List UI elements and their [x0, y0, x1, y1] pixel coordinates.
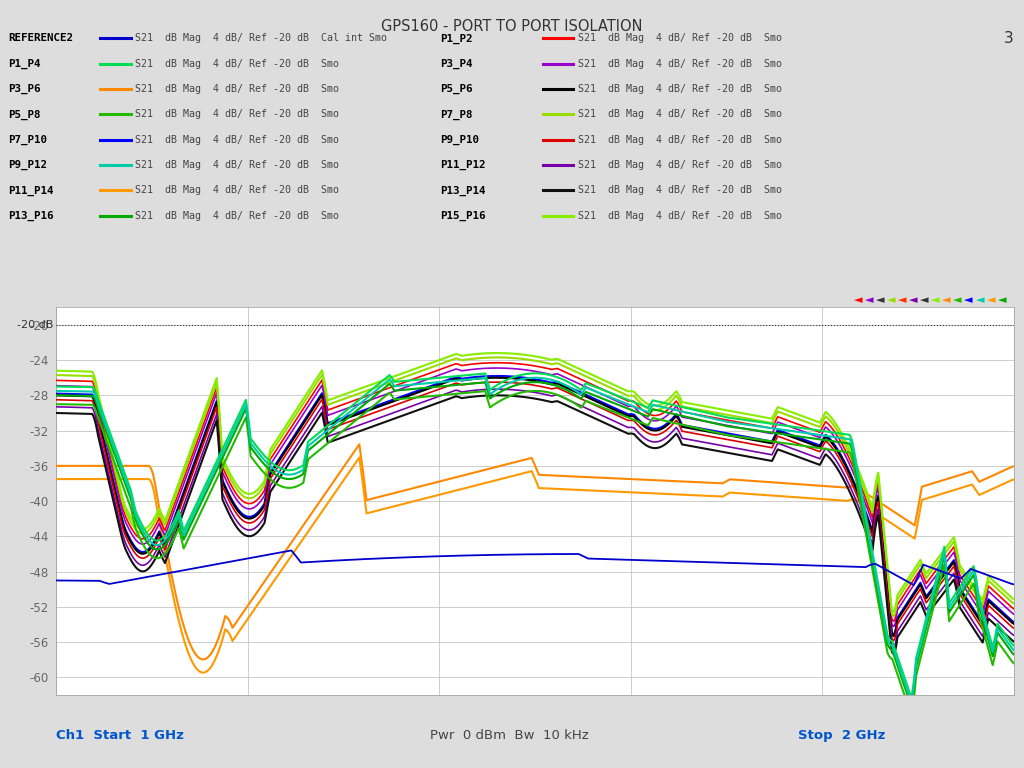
Text: S21  dB Mag  4 dB/ Ref -20 dB  Smo: S21 dB Mag 4 dB/ Ref -20 dB Smo [135, 160, 339, 170]
Text: REFERENCE2: REFERENCE2 [8, 33, 73, 44]
Text: S21  dB Mag  4 dB/ Ref -20 dB  Smo: S21 dB Mag 4 dB/ Ref -20 dB Smo [135, 84, 339, 94]
Text: S21  dB Mag  4 dB/ Ref -20 dB  Smo: S21 dB Mag 4 dB/ Ref -20 dB Smo [135, 109, 339, 120]
Text: ◄: ◄ [921, 295, 929, 305]
Text: P3_P4: P3_P4 [440, 58, 473, 69]
Text: S21  dB Mag  4 dB/ Ref -20 dB  Smo: S21 dB Mag 4 dB/ Ref -20 dB Smo [578, 33, 781, 44]
Text: S21  dB Mag  4 dB/ Ref -20 dB  Smo: S21 dB Mag 4 dB/ Ref -20 dB Smo [578, 210, 781, 221]
Text: ◄: ◄ [942, 295, 951, 305]
Text: Pwr  0 dBm  Bw  10 kHz: Pwr 0 dBm Bw 10 kHz [430, 729, 589, 742]
Text: S21  dB Mag  4 dB/ Ref -20 dB  Smo: S21 dB Mag 4 dB/ Ref -20 dB Smo [135, 185, 339, 196]
Text: P1_P2: P1_P2 [440, 33, 473, 44]
Text: ◄: ◄ [953, 295, 962, 305]
Text: S21  dB Mag  4 dB/ Ref -20 dB  Smo: S21 dB Mag 4 dB/ Ref -20 dB Smo [135, 210, 339, 221]
Text: ◄: ◄ [898, 295, 906, 305]
Text: ◄: ◄ [909, 295, 918, 305]
Text: S21  dB Mag  4 dB/ Ref -20 dB  Smo: S21 dB Mag 4 dB/ Ref -20 dB Smo [578, 160, 781, 170]
Text: ◄: ◄ [976, 295, 984, 305]
Text: 3: 3 [1004, 31, 1014, 46]
Text: Stop  2 GHz: Stop 2 GHz [799, 729, 886, 742]
Text: S21  dB Mag  4 dB/ Ref -20 dB  Smo: S21 dB Mag 4 dB/ Ref -20 dB Smo [578, 84, 781, 94]
Text: ◄: ◄ [876, 295, 885, 305]
Text: P13_P16: P13_P16 [8, 210, 53, 221]
Text: ◄: ◄ [865, 295, 873, 305]
Text: ◄: ◄ [965, 295, 973, 305]
Text: ◄: ◄ [997, 295, 1007, 305]
Text: ◄: ◄ [986, 295, 995, 305]
Text: S21  dB Mag  4 dB/ Ref -20 dB  Smo: S21 dB Mag 4 dB/ Ref -20 dB Smo [578, 185, 781, 196]
Text: P9_P12: P9_P12 [8, 160, 47, 170]
Text: P5_P8: P5_P8 [8, 109, 41, 120]
Text: ◄: ◄ [931, 295, 940, 305]
Text: S21  dB Mag  4 dB/ Ref -20 dB  Smo: S21 dB Mag 4 dB/ Ref -20 dB Smo [578, 58, 781, 69]
Text: S21  dB Mag  4 dB/ Ref -20 dB  Smo: S21 dB Mag 4 dB/ Ref -20 dB Smo [135, 58, 339, 69]
Text: P7_P10: P7_P10 [8, 134, 47, 145]
Text: S21  dB Mag  4 dB/ Ref -20 dB  Cal int Smo: S21 dB Mag 4 dB/ Ref -20 dB Cal int Smo [135, 33, 387, 44]
Text: P13_P14: P13_P14 [440, 185, 485, 196]
Text: P3_P6: P3_P6 [8, 84, 41, 94]
Text: S21  dB Mag  4 dB/ Ref -20 dB  Smo: S21 dB Mag 4 dB/ Ref -20 dB Smo [578, 109, 781, 120]
Text: ◄: ◄ [887, 295, 896, 305]
Text: -20 dB: -20 dB [17, 319, 53, 329]
Text: Ch1  Start  1 GHz: Ch1 Start 1 GHz [56, 729, 184, 742]
Text: S21  dB Mag  4 dB/ Ref -20 dB  Smo: S21 dB Mag 4 dB/ Ref -20 dB Smo [135, 134, 339, 145]
Text: P9_P10: P9_P10 [440, 134, 479, 145]
Text: S21  dB Mag  4 dB/ Ref -20 dB  Smo: S21 dB Mag 4 dB/ Ref -20 dB Smo [578, 134, 781, 145]
Text: P1_P4: P1_P4 [8, 58, 41, 69]
Text: P5_P6: P5_P6 [440, 84, 473, 94]
Text: P7_P8: P7_P8 [440, 109, 473, 120]
Text: P11_P14: P11_P14 [8, 185, 53, 196]
Text: P15_P16: P15_P16 [440, 210, 485, 221]
Text: ◄: ◄ [854, 295, 862, 305]
Text: GPS160 - PORT TO PORT ISOLATION: GPS160 - PORT TO PORT ISOLATION [381, 19, 643, 35]
Text: P11_P12: P11_P12 [440, 160, 485, 170]
